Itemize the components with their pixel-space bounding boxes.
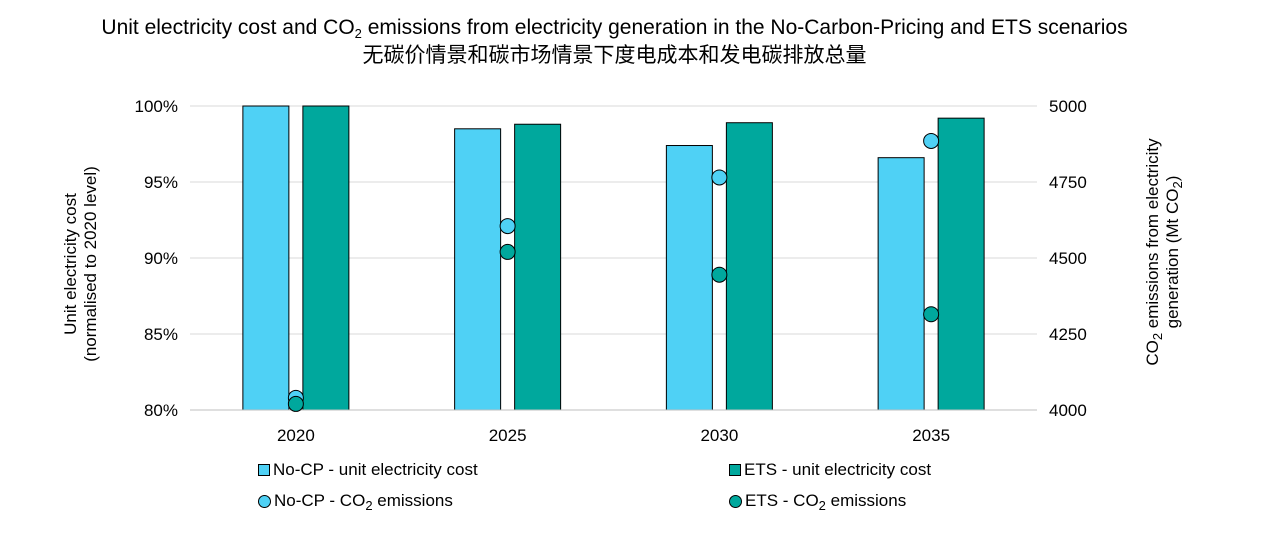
right-axis-ticks: 4000 4250 4500 4750 5000 [1049,97,1087,420]
bar-ets-2025 [514,123,562,411]
bar-nocp-2025 [454,128,502,411]
chart-title-line-2: 无碳价情景和碳市场情景下度电成本和发电碳排放总量 [362,43,867,67]
bar-ets-2035 [937,117,985,411]
point-ets-emissions-2020 [287,395,304,412]
legend-marker-ets-emissions [729,494,742,508]
point-nocp-emissions-2035 [923,132,940,149]
point-nocp-emissions-2030 [711,169,728,186]
bar-nocp-2020 [242,105,290,411]
x-tick-label: 2025 [489,426,527,445]
legend-label-ets-cost: ETS - unit electricity cost [744,460,932,479]
y2-tick-label: 4500 [1049,249,1087,268]
x-axis-ticks: 2020 2025 2030 2035 [277,426,950,445]
y2-tick-label: 4000 [1049,401,1087,420]
left-axis-ticks: 80% 85% 90% 95% 100% [135,97,178,420]
legend-item-ets-cost: ETS - unit electricity cost [729,460,931,480]
y2-tick-label: 4250 [1049,325,1087,344]
y-tick-label: 90% [144,249,178,268]
y-tick-label: 95% [144,173,178,192]
legend-swatch-ets-cost [729,464,741,476]
bar-nocp-2035 [877,157,925,411]
y2-tick-label: 4750 [1049,173,1087,192]
legend-marker-nocp-emissions [258,494,271,508]
legend-label-nocp-cost: No-CP - unit electricity cost [273,460,478,479]
legend-swatch-nocp-cost [258,464,270,476]
x-tick-label: 2020 [277,426,315,445]
point-ets-emissions-2025 [499,243,516,260]
bar-ets-2020 [302,105,350,411]
legend-item-ets-emissions: ETS - CO2 emissions [729,491,907,513]
y-tick-label: 80% [144,401,178,420]
point-ets-emissions-2030 [711,266,728,283]
point-ets-emissions-2035 [923,306,940,323]
legend-item-nocp-cost: No-CP - unit electricity cost [258,460,478,480]
right-axis-title: CO2 emissions from electricity generatio… [1143,138,1185,366]
left-axis-title: Unit electricity cost (normalised to 202… [61,166,100,362]
y-tick-label: 85% [144,325,178,344]
legend-item-nocp-emissions: No-CP - CO2 emissions [258,491,453,513]
points [287,132,940,412]
point-nocp-emissions-2025 [499,218,516,235]
x-tick-label: 2035 [912,426,950,445]
y-tick-label: 100% [135,97,178,116]
bar-nocp-2030 [665,145,713,411]
legend-label-nocp-emissions: No-CP - CO2 emissions [274,491,453,513]
legend-label-ets-emissions: ETS - CO2 emissions [745,491,907,513]
y2-tick-label: 5000 [1049,97,1087,116]
bar-ets-2030 [725,122,773,411]
chart-title-line-1: Unit electricity cost and CO2 emissions … [101,16,1128,41]
x-tick-label: 2030 [700,426,738,445]
